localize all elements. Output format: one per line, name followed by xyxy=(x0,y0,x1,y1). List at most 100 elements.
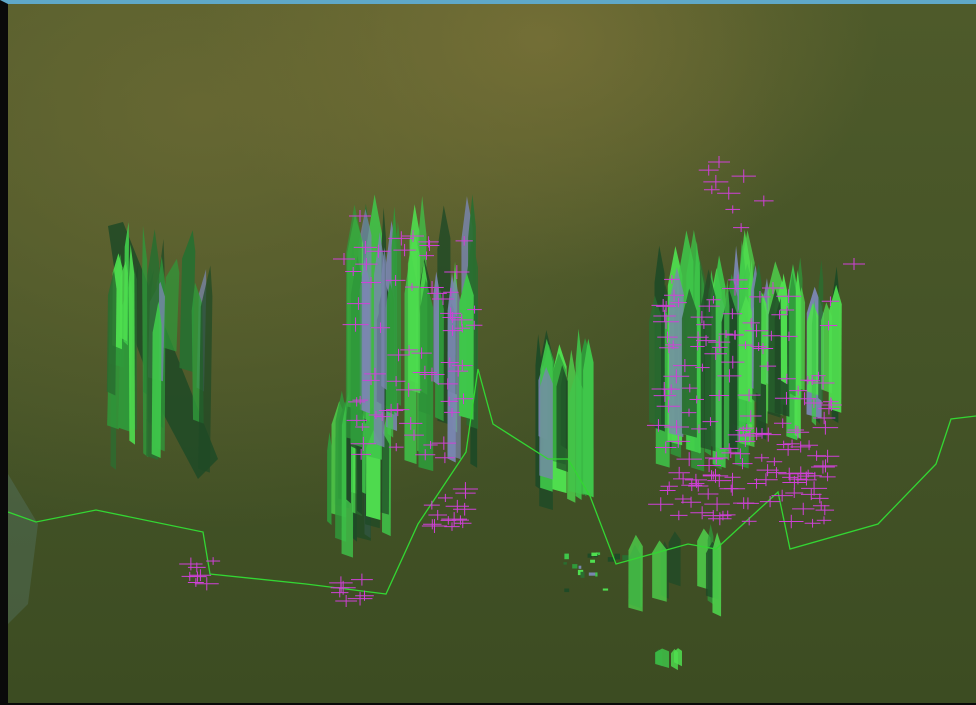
marker-cross xyxy=(690,342,705,351)
marker-cross xyxy=(776,443,800,456)
marker-cross xyxy=(353,240,378,254)
marker-cross xyxy=(698,164,719,176)
marker-cross xyxy=(664,275,680,284)
marker-cross xyxy=(744,324,769,338)
marker-cross xyxy=(690,310,714,324)
marker-cross xyxy=(819,320,838,331)
marker-cross xyxy=(812,420,839,435)
marker-cross xyxy=(443,288,459,297)
marker-cross xyxy=(348,397,366,407)
formation-cluster-right-a xyxy=(681,288,697,438)
marker-cross xyxy=(726,330,743,340)
formation-cluster-middle xyxy=(539,366,553,480)
marker-cross xyxy=(712,343,728,352)
marker-cross xyxy=(331,587,349,598)
marker-cross xyxy=(368,410,384,419)
formation-cluster-left xyxy=(128,244,136,445)
marker-cross xyxy=(666,434,691,448)
marker-cross xyxy=(708,336,731,349)
marker-cross xyxy=(386,376,406,387)
marker-cross xyxy=(691,424,707,434)
marker-cross xyxy=(800,469,816,478)
debris-fragment xyxy=(622,555,629,561)
debris-fragment xyxy=(595,572,598,577)
formation-cluster-right-a xyxy=(700,269,716,452)
formation-cluster-bottom-small xyxy=(655,648,670,668)
marker-cross xyxy=(388,443,404,452)
marker-cross xyxy=(735,435,756,447)
debris-fragment xyxy=(588,572,596,576)
marker-cross xyxy=(342,317,369,332)
marker-cross xyxy=(670,510,688,521)
marker-cross xyxy=(804,518,821,528)
marker-cross xyxy=(670,298,687,308)
marker-cross xyxy=(388,231,415,246)
marker-cross xyxy=(653,309,676,323)
marker-cross xyxy=(724,484,739,493)
marker-cross xyxy=(709,390,730,402)
formation-cluster-left xyxy=(179,230,196,372)
marker-cross xyxy=(754,453,770,462)
marker-cross xyxy=(448,365,469,377)
marker-cross xyxy=(681,383,698,393)
marker-cross xyxy=(704,347,728,360)
marker-cross xyxy=(362,375,380,386)
marker-cross xyxy=(705,471,721,480)
marker-cross xyxy=(695,363,710,372)
marker-cross xyxy=(804,397,823,408)
marker-cross xyxy=(739,410,762,422)
marker-cross xyxy=(431,436,457,450)
marker-cross xyxy=(728,274,748,286)
marker-cross xyxy=(785,488,804,498)
marker-cross xyxy=(335,594,358,607)
marker-cross xyxy=(662,384,680,395)
marker-cross xyxy=(754,195,774,207)
marker-cross xyxy=(681,408,697,417)
formation-cluster-bottom xyxy=(652,540,667,602)
formation-cluster-bottom xyxy=(712,532,722,617)
marker-cross xyxy=(776,289,802,304)
marker-cross xyxy=(687,331,709,344)
formation-cluster-center xyxy=(394,221,402,406)
marker-cross xyxy=(717,369,742,383)
marker-cross xyxy=(350,573,373,586)
debris-fragment xyxy=(564,588,570,593)
marker-cross xyxy=(378,403,404,418)
marker-cross xyxy=(423,441,438,449)
marker-cross xyxy=(786,426,810,439)
marker-cross xyxy=(725,205,741,214)
debris-fragment xyxy=(572,564,578,569)
formation-cluster-left xyxy=(198,265,213,473)
marker-cross xyxy=(684,473,707,487)
formation-cluster-left xyxy=(151,301,162,459)
formation-cluster-right-b xyxy=(738,295,753,403)
marker-cross xyxy=(706,295,721,304)
marker-cross xyxy=(704,451,728,465)
marker-cross xyxy=(366,244,391,258)
marker-cross xyxy=(788,473,808,485)
marker-cross xyxy=(352,395,368,405)
formation-cluster-middle xyxy=(556,365,568,472)
marker-cross xyxy=(697,458,722,473)
formation-cluster-right-b xyxy=(811,299,817,426)
marker-cross xyxy=(657,331,678,343)
marker-cross xyxy=(688,479,705,488)
marker-cross xyxy=(766,457,783,467)
formation-cluster-right-a xyxy=(668,267,684,438)
scene-canvas[interactable] xyxy=(8,4,976,703)
marker-cross xyxy=(351,448,372,460)
formation-cluster-right-a xyxy=(648,295,662,427)
marker-cross xyxy=(423,519,442,530)
marker-cross xyxy=(819,472,836,482)
marker-cross xyxy=(745,427,769,441)
marker-cross xyxy=(738,341,753,349)
marker-cross xyxy=(421,519,448,533)
marker-cross xyxy=(810,460,835,474)
formation-cluster-center-low xyxy=(327,431,332,526)
formation-cluster-center xyxy=(359,258,370,414)
marker-cross xyxy=(452,482,478,496)
marker-cross xyxy=(702,417,719,426)
marker-cross xyxy=(807,450,826,461)
marker-cross xyxy=(370,322,391,333)
